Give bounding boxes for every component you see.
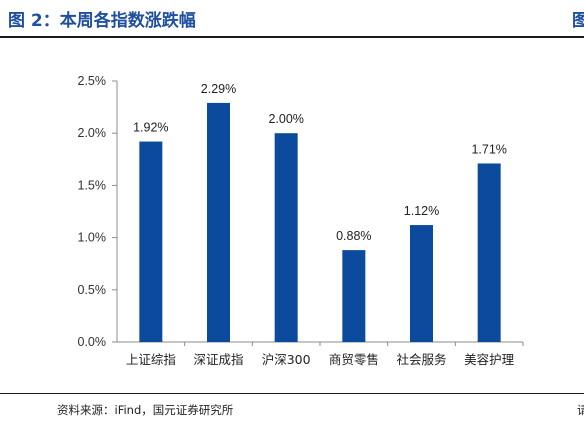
- bar: [410, 225, 433, 342]
- bar: [477, 163, 501, 342]
- source-cut-off: 请: [577, 403, 584, 417]
- bar: [139, 141, 163, 342]
- data-label: 1.71%: [471, 142, 506, 156]
- figure-title-cut-off: 图: [572, 11, 584, 31]
- data-label: 0.88%: [336, 229, 371, 243]
- category-label: 深证成指: [193, 352, 243, 367]
- data-label: 2.29%: [201, 82, 236, 96]
- category-label: 商贸零售: [329, 352, 379, 367]
- y-tick-label: 2.5%: [78, 74, 107, 88]
- y-tick-label: 0.0%: [78, 335, 107, 349]
- bar: [207, 102, 230, 342]
- data-label: 1.92%: [133, 121, 168, 135]
- top-rule: [0, 36, 584, 38]
- chart-axes: [116, 81, 523, 343]
- category-label: 社会服务: [396, 352, 446, 367]
- bar-series: [139, 102, 501, 342]
- y-tick-label: 2.0%: [78, 126, 107, 140]
- source-note: 资料来源：iFind，国元证券研究所: [57, 403, 234, 417]
- category-label: 美容护理: [464, 352, 515, 367]
- y-axis-ticks: 0.0% 0.5% 1.0% 1.5% 2.0% 2.5%: [78, 74, 117, 349]
- y-tick-label: 1.0%: [78, 231, 107, 245]
- data-label: 2.00%: [268, 112, 303, 126]
- y-tick-label: 1.5%: [78, 178, 107, 192]
- y-tick-label: 0.5%: [78, 283, 107, 297]
- data-label: 1.12%: [404, 204, 439, 218]
- bar: [274, 133, 298, 342]
- bar: [342, 250, 366, 342]
- category-label: 上证综指: [126, 352, 176, 367]
- figure-title: 图 2：本周各指数涨跌幅: [8, 11, 196, 31]
- bottom-rule: [0, 393, 584, 394]
- category-label: 沪深300: [262, 352, 311, 367]
- data-labels: 1.92% 2.29% 2.00% 0.88% 1.12% 1.71%: [133, 82, 507, 243]
- category-labels: 上证综指 深证成指 沪深300 商贸零售 社会服务 美容护理: [126, 342, 524, 367]
